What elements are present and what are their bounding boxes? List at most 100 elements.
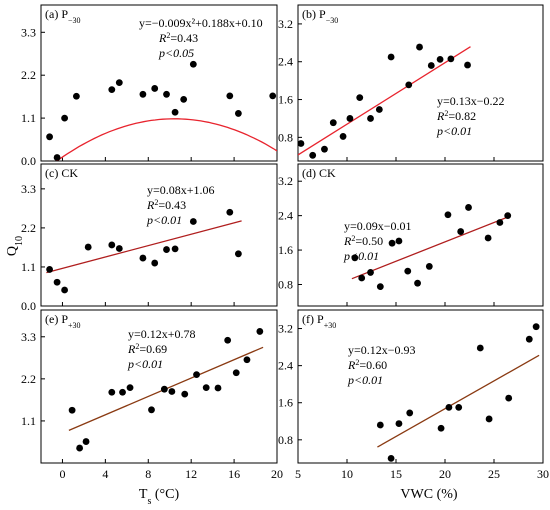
panel-b: 0.8 1.6 2.4 3.2 (b) P−30 y=0.13x−0.22R2=0.82p… — [278, 4, 544, 162]
data-point-d — [457, 228, 465, 235]
data-point-e — [181, 390, 189, 398]
plot-frame-e — [40, 309, 278, 464]
data-point-b — [436, 55, 444, 63]
panel-label-d: (d) CK — [302, 166, 336, 180]
data-point-e — [193, 371, 200, 379]
y-tick-label-f: 3.2 — [278, 322, 293, 336]
p-value-d: p<0.01 — [343, 249, 379, 263]
data-point-e — [256, 328, 264, 335]
data-point-b — [329, 119, 337, 127]
panel-f: 5 10 15 20 25 30 0.8 1.6 2.4 3.2 (f) P+30 y=0.12x−0… — [278, 309, 549, 481]
data-point-e — [243, 356, 251, 364]
data-point-f — [406, 409, 414, 417]
data-point-a — [73, 92, 80, 100]
data-point-b — [427, 62, 435, 69]
x-tick-label-e: 16 — [228, 467, 240, 481]
plot-frame-f — [297, 309, 544, 464]
data-point-a — [61, 114, 68, 122]
data-point-b — [405, 81, 413, 89]
data-point-d — [404, 267, 412, 275]
data-point-d — [444, 211, 452, 219]
data-point-f — [445, 403, 453, 411]
y-tick-label-a: 3.3 — [21, 25, 36, 39]
y-tick-label-d: 1.6 — [278, 243, 293, 257]
data-point-c — [234, 250, 242, 258]
data-point-b — [387, 53, 395, 61]
data-point-c — [108, 241, 116, 249]
x-tick-label-f: 15 — [390, 467, 402, 481]
panel-e: 0 4 8 12 16 20 1.1 2.2 3.3 (e) P+30 y=0.12x+0.78R2… — [21, 309, 283, 481]
data-point-a — [269, 92, 277, 100]
data-point-b — [447, 55, 455, 63]
fit-line-d — [351, 215, 511, 280]
r-squared-d: R2=0.50 — [343, 234, 383, 249]
r-squared-f: R2=0.60 — [347, 358, 387, 373]
equation-c: y=0.08x+1.06 — [147, 183, 215, 197]
fit-line-c — [46, 220, 242, 274]
x-tick-label-e: 8 — [145, 467, 151, 481]
fit-line-f — [377, 354, 540, 448]
data-point-d — [414, 279, 421, 287]
data-point-d — [367, 269, 374, 276]
equation-d: y=0.09x−0.01 — [344, 219, 412, 233]
x-tick-label-f: 5 — [295, 467, 301, 481]
x-axis-title-left: Ts (°C) — [139, 487, 180, 507]
data-point-b — [321, 145, 328, 153]
data-point-b — [375, 106, 383, 113]
data-point-d — [351, 254, 359, 262]
r-squared-a: R2=0.43 — [158, 31, 198, 46]
data-point-e — [160, 385, 168, 393]
data-point-e — [108, 388, 116, 396]
data-point-f — [525, 335, 533, 343]
panel-label-e: (e) P+30 — [45, 312, 81, 330]
plot-frame-c — [40, 163, 278, 307]
r-squared-e: R2=0.69 — [127, 342, 167, 357]
y-tick-label-a: 2.2 — [21, 68, 36, 82]
panel-d: 0.8 1.6 2.4 3.2 (d) CK y=0.09x−0.01R2=0.50p<0… — [278, 163, 544, 307]
y-axis-title: Q10 — [5, 236, 25, 256]
x-tick-label-e: 0 — [59, 467, 65, 481]
x-tick-label-f: 30 — [537, 467, 549, 481]
data-point-f — [387, 454, 395, 462]
data-point-b — [309, 151, 317, 159]
data-point-d — [358, 274, 366, 282]
data-point-c — [171, 245, 179, 253]
data-point-a — [189, 60, 197, 68]
data-point-f — [532, 323, 540, 331]
data-point-b — [356, 94, 364, 102]
data-point-e — [119, 388, 126, 396]
equation-b: y=0.13x−0.22 — [437, 94, 505, 108]
data-point-c — [163, 246, 170, 253]
data-point-e — [202, 384, 210, 392]
x-tick-label-e: 12 — [185, 467, 197, 481]
data-point-b — [464, 61, 471, 69]
y-tick-label-c: 2.2 — [21, 221, 36, 235]
y-tick-label-c: 1.1 — [21, 260, 36, 274]
y-tick-label-b: 3.2 — [278, 17, 293, 31]
data-point-d — [484, 234, 492, 242]
panel-label-a: (a) P−30 — [45, 7, 81, 25]
p-value-c: p<0.01 — [146, 213, 182, 227]
p-value-f: p<0.01 — [347, 373, 383, 387]
data-point-b — [416, 43, 423, 51]
panel-label-c: (c) CK — [45, 166, 78, 180]
data-point-c — [151, 259, 159, 267]
data-point-d — [504, 212, 512, 220]
data-point-b — [297, 140, 305, 147]
plot-frame-a — [40, 4, 278, 162]
p-value-b: p<0.01 — [436, 124, 472, 138]
y-tick-label-f: 1.6 — [278, 396, 293, 410]
data-point-b — [339, 133, 347, 140]
y-tick-label-e: 3.3 — [21, 330, 36, 344]
data-point-a — [108, 86, 116, 94]
data-point-b — [346, 115, 354, 122]
data-point-e — [148, 406, 155, 414]
data-point-d — [425, 263, 433, 270]
data-point-c — [189, 218, 197, 225]
y-tick-label-d: 0.8 — [278, 277, 293, 291]
p-value-a: p<0.05 — [158, 46, 194, 60]
x-tick-label-f: 20 — [439, 467, 451, 481]
x-axis-title-right: VWC (%) — [400, 487, 457, 502]
data-point-a — [139, 90, 147, 98]
data-point-f — [376, 421, 384, 429]
